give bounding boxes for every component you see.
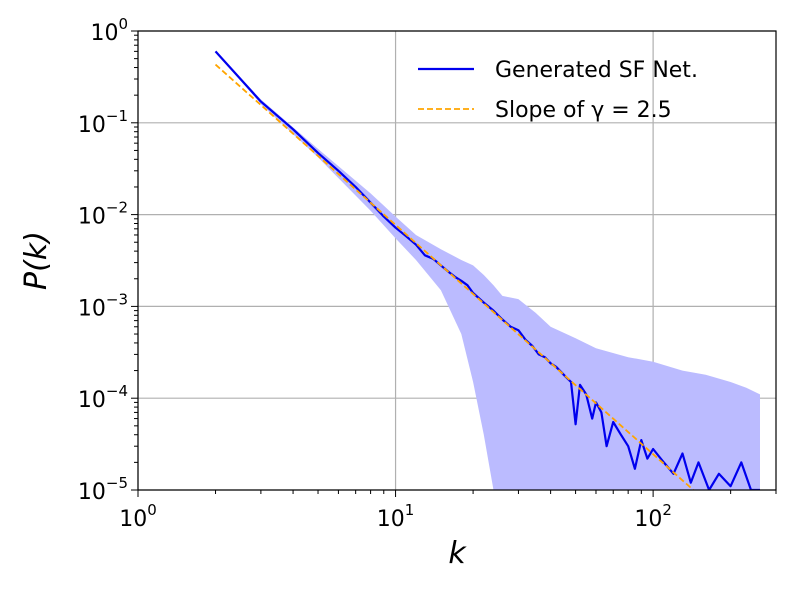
x-tick-label: 100 xyxy=(119,501,157,532)
axes-frame xyxy=(137,30,777,491)
series-line-generated xyxy=(214,50,760,490)
y-tick-label: 10−1 xyxy=(78,107,128,138)
y-tick-label: 10−5 xyxy=(78,474,128,505)
range-band xyxy=(215,51,760,490)
y-axis-label: P(k) xyxy=(19,231,54,290)
series-group xyxy=(214,50,760,490)
x-tick-label: 102 xyxy=(634,501,672,532)
x-tick-label: 101 xyxy=(377,501,415,532)
x-axis-label: k xyxy=(448,536,467,571)
y-tick-label: 100 xyxy=(90,15,128,46)
y-tick-label: 10−2 xyxy=(78,199,128,230)
axes: 100 101 102 100 10−1 10−2 10−3 10−4 10−5 k P(k) xyxy=(19,15,777,571)
legend: Generated SF Net. Slope of γ = 2.5 xyxy=(418,58,698,123)
y-tick-label: 10−3 xyxy=(78,290,128,321)
legend-label: Generated SF Net. xyxy=(495,58,698,83)
y-tick-label: 10−4 xyxy=(78,382,128,413)
legend-label: Slope of γ = 2.5 xyxy=(495,98,672,123)
